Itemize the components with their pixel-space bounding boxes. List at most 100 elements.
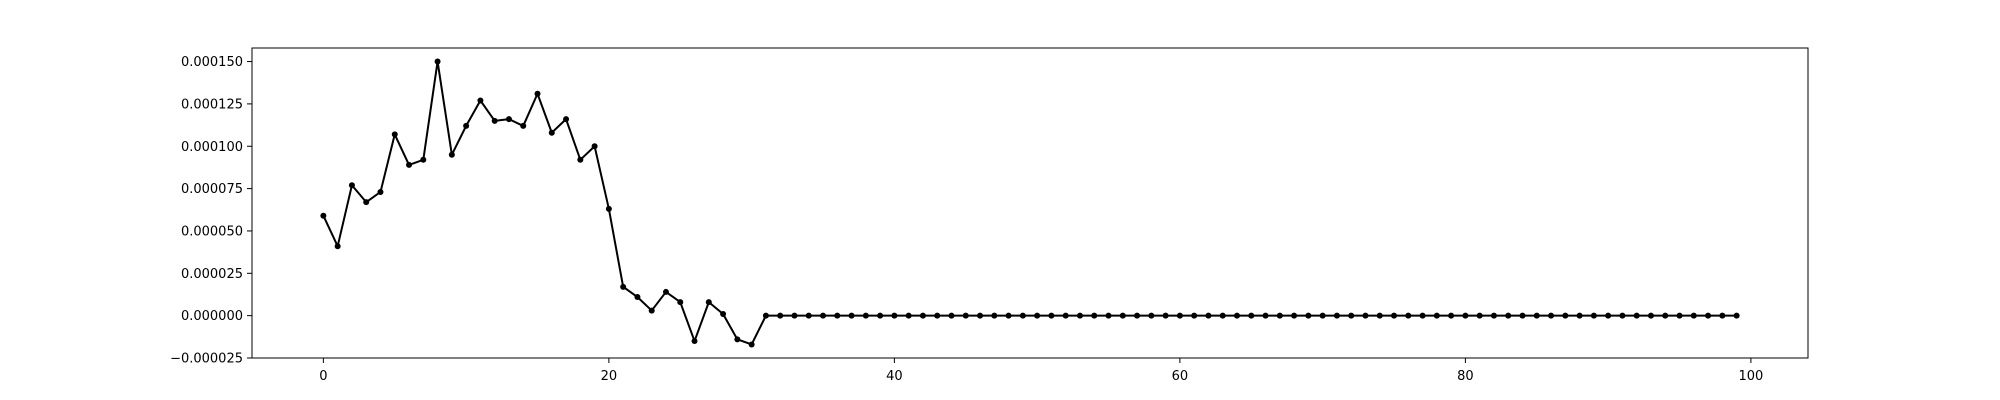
data-point xyxy=(962,312,969,319)
data-point xyxy=(434,58,441,65)
data-point xyxy=(891,312,898,319)
data-point xyxy=(605,205,612,212)
x-tick-label: 20 xyxy=(601,369,618,384)
data-point xyxy=(1733,312,1740,319)
data-point xyxy=(563,116,570,123)
data-point xyxy=(834,312,841,319)
data-point xyxy=(477,97,484,104)
data-point xyxy=(1062,312,1069,319)
x-tick-label: 60 xyxy=(1172,369,1189,384)
x-axis: 0 20 40 60 80 100 xyxy=(319,358,1763,384)
data-point xyxy=(1262,312,1269,319)
data-point xyxy=(977,312,984,319)
data-point xyxy=(634,294,641,301)
data-point xyxy=(1476,312,1483,319)
data-point xyxy=(1633,312,1640,319)
data-point xyxy=(1448,312,1455,319)
data-point xyxy=(491,117,498,124)
y-axis: −0.000025 0.000000 0.000025 0.000050 0.00007… xyxy=(170,55,252,367)
series-line xyxy=(322,60,1737,346)
data-point xyxy=(777,312,784,319)
data-point xyxy=(1276,312,1283,319)
data-point xyxy=(348,182,355,189)
y-tick-label: 0.000000 xyxy=(181,309,243,324)
data-point xyxy=(1719,312,1726,319)
data-point xyxy=(1248,312,1255,319)
data-point xyxy=(1433,312,1440,319)
x-tick-label: 0 xyxy=(319,369,327,384)
data-point xyxy=(391,131,398,138)
data-point xyxy=(848,312,855,319)
data-point xyxy=(1533,312,1540,319)
data-point xyxy=(877,312,884,319)
data-point xyxy=(1134,312,1141,319)
data-point xyxy=(1405,312,1412,319)
data-point xyxy=(520,122,527,129)
data-point xyxy=(420,156,427,163)
data-point xyxy=(1148,312,1155,319)
x-tick-label: 100 xyxy=(1738,369,1763,384)
data-point xyxy=(934,312,941,319)
data-point xyxy=(1690,312,1697,319)
y-tick-label: 0.000075 xyxy=(181,182,243,197)
data-point xyxy=(463,122,470,129)
data-point xyxy=(1391,312,1398,319)
data-point xyxy=(648,307,655,314)
data-point xyxy=(805,312,812,319)
data-point xyxy=(1419,312,1426,319)
data-point xyxy=(1348,312,1355,319)
y-tick-label: 0.000125 xyxy=(181,97,243,112)
data-point xyxy=(1548,312,1555,319)
data-point xyxy=(1119,312,1126,319)
data-point xyxy=(1376,312,1383,319)
data-point xyxy=(448,151,455,158)
y-tick-label: 0.000100 xyxy=(181,140,243,155)
y-tick-label: 0.000050 xyxy=(181,224,243,239)
data-point xyxy=(377,188,384,195)
data-point xyxy=(1562,312,1569,319)
data-point xyxy=(919,312,926,319)
data-point xyxy=(991,312,998,319)
data-point xyxy=(1505,312,1512,319)
axes-frame xyxy=(251,47,1809,359)
data-point xyxy=(677,299,684,306)
data-point xyxy=(1590,312,1597,319)
data-point xyxy=(1362,312,1369,319)
data-point xyxy=(1105,312,1112,319)
data-point xyxy=(1305,312,1312,319)
data-point xyxy=(905,312,912,319)
data-point xyxy=(1019,312,1026,319)
data-point xyxy=(1319,312,1326,319)
data-point xyxy=(620,283,627,290)
data-point xyxy=(762,312,769,319)
data-point xyxy=(862,312,869,319)
data-point xyxy=(320,212,327,219)
data-point xyxy=(705,299,712,306)
data-point xyxy=(720,310,727,317)
y-tick-label: 0.000025 xyxy=(181,267,243,282)
plot-area xyxy=(320,58,1740,348)
data-point xyxy=(791,312,798,319)
data-point xyxy=(1619,312,1626,319)
data-point xyxy=(1005,312,1012,319)
data-point xyxy=(748,341,755,348)
data-point xyxy=(691,338,698,345)
data-point xyxy=(1291,312,1298,319)
data-point xyxy=(1233,312,1240,319)
data-point xyxy=(1076,312,1083,319)
data-point xyxy=(1176,312,1183,319)
data-point xyxy=(1162,312,1169,319)
data-point xyxy=(734,336,741,343)
data-point xyxy=(1662,312,1669,319)
data-point xyxy=(1034,312,1041,319)
data-point xyxy=(820,312,827,319)
data-point xyxy=(548,129,555,136)
data-point xyxy=(1091,312,1098,319)
data-point xyxy=(1048,312,1055,319)
data-point xyxy=(591,143,598,150)
data-point xyxy=(1490,312,1497,319)
data-point xyxy=(1333,312,1340,319)
x-tick-label: 80 xyxy=(1457,369,1474,384)
